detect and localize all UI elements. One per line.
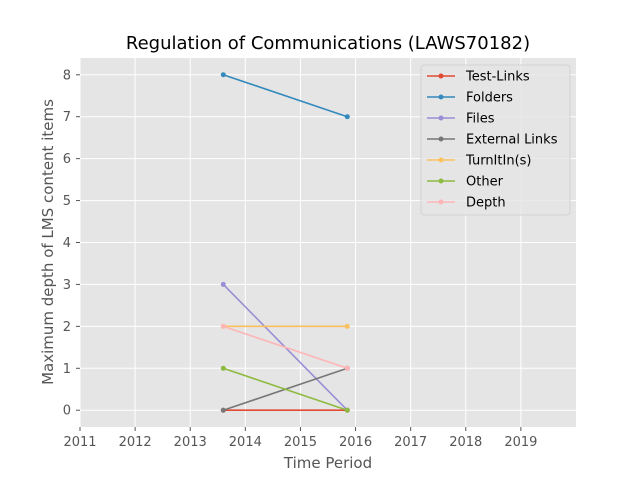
y-tick-label: 3 [63,278,71,293]
legend-item-files: Files [427,112,495,127]
x-tick-label: 2012 [119,435,152,450]
x-tick-label: 2017 [394,435,427,450]
chart-title: Regulation of Communications (LAWS70182) [126,33,530,54]
legend-swatch-marker [438,94,444,100]
y-tick-label: 8 [63,68,71,83]
data-point-folders [344,114,350,120]
legend-label: Files [466,112,495,127]
legend-label: Other [466,175,504,190]
data-point-other [220,365,226,371]
legend-swatch-marker [438,199,444,205]
x-tick-label: 2018 [449,435,482,450]
data-point-external-links [220,407,226,413]
y-tick-label: 5 [63,194,71,209]
legend-label: TurnItIn(s) [465,154,531,169]
legend-item-external-links: External Links [427,133,558,148]
legend-label: Depth [466,196,506,211]
y-tick-label: 2 [63,320,71,335]
series-line-depth [223,325,348,370]
x-tick-label: 2013 [174,435,207,450]
y-tick-label: 0 [63,404,71,419]
series-line-other [223,367,348,411]
y-axis-title: Maximum depth of LMS content items [39,99,57,385]
legend-item-other: Other [427,175,504,190]
y-axis-ticks: 0 1 2 3 4 5 6 7 8 [63,68,80,419]
legend-item-turnitin-s: TurnItIn(s) [427,154,531,169]
legend-item-folders: Folders [427,91,513,106]
x-tick-label: 2015 [284,435,317,450]
data-point-turnitin-s [344,323,350,329]
data-point-depth [220,323,226,329]
y-tick-label: 1 [63,362,71,377]
data-point-files [220,281,226,287]
y-tick-label: 7 [63,110,71,125]
series-line-folders [223,74,348,118]
legend-label: External Links [466,133,558,148]
series-depth [220,323,350,371]
legend-label: Test-Links [465,70,530,85]
series-other [220,365,350,413]
data-point-folders [220,72,226,78]
data-point-depth [344,365,350,371]
legend-item-depth: Depth [427,196,506,211]
legend: Test-Links Folders Files External Links Turn… [420,64,571,216]
legend-label: Folders [466,91,513,106]
x-axis-title: Time Period [283,454,372,472]
x-axis-ticks: 2011 2012 2013 2014 2015 2016 2017 2018 2019 [63,427,537,450]
x-tick-label: 2016 [339,435,372,450]
x-tick-label: 2011 [63,435,96,450]
legend-swatch-marker [438,73,444,79]
legend-box [420,64,571,216]
series-folders [220,72,350,120]
y-tick-label: 4 [63,236,71,251]
x-tick-label: 2019 [504,435,537,450]
series-layer [220,72,350,413]
legend-swatch-marker [438,136,444,142]
data-point-other [344,407,350,413]
legend-swatch-marker [438,178,444,184]
legend-swatch-marker [438,157,444,163]
y-tick-label: 6 [63,152,71,167]
x-tick-label: 2014 [229,435,262,450]
legend-item-test-links: Test-Links [427,70,530,85]
legend-swatch-marker [438,115,444,121]
